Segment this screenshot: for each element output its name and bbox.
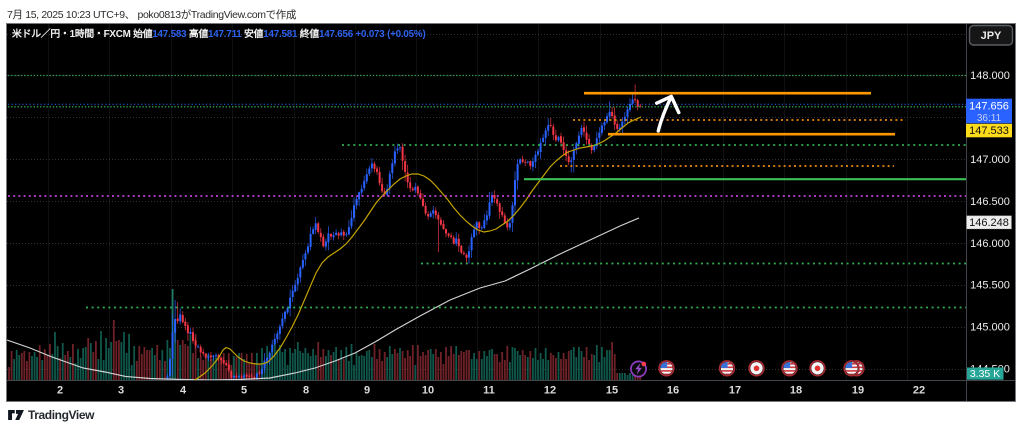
svg-text:19: 19 xyxy=(852,385,864,397)
svg-text:145.000: 145.000 xyxy=(970,322,1010,334)
svg-text:JPY: JPY xyxy=(981,30,1002,42)
svg-text:36:11: 36:11 xyxy=(977,113,1002,124)
svg-text:11: 11 xyxy=(483,385,495,397)
svg-text:146.248: 146.248 xyxy=(969,217,1009,229)
svg-text:9: 9 xyxy=(364,385,370,397)
svg-text:22: 22 xyxy=(913,385,925,397)
svg-text:10: 10 xyxy=(422,385,434,397)
svg-text:147.656: 147.656 xyxy=(969,100,1009,112)
svg-text:2: 2 xyxy=(57,385,63,397)
svg-text:147.533: 147.533 xyxy=(969,125,1009,137)
svg-text:146.000: 146.000 xyxy=(970,238,1010,250)
svg-text:3: 3 xyxy=(118,385,124,397)
svg-text:12: 12 xyxy=(544,385,556,397)
svg-text:15: 15 xyxy=(606,385,618,397)
svg-text:16: 16 xyxy=(667,385,679,397)
svg-text:8: 8 xyxy=(303,385,309,397)
svg-text:18: 18 xyxy=(790,385,802,397)
svg-text:4: 4 xyxy=(180,385,187,397)
svg-text:5: 5 xyxy=(241,385,247,397)
svg-text:145.500: 145.500 xyxy=(970,280,1010,292)
svg-text:148.000: 148.000 xyxy=(970,70,1010,82)
svg-text:米ドル／円・1時間・FXCM 始値147.583 高値147: 米ドル／円・1時間・FXCM 始値147.583 高値147.711 安値147… xyxy=(11,27,426,40)
svg-text:146.500: 146.500 xyxy=(970,196,1010,208)
svg-text:17: 17 xyxy=(729,385,741,397)
svg-text:147.000: 147.000 xyxy=(970,154,1010,166)
svg-text:3.35 K: 3.35 K xyxy=(970,368,1000,380)
